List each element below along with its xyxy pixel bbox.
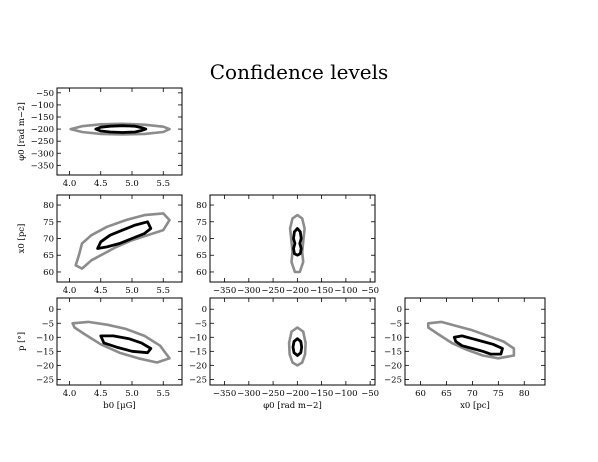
axes-frame <box>56 297 183 386</box>
x-tick-label: 4.5 <box>94 286 108 296</box>
x-tick-label: 5.0 <box>125 389 139 399</box>
axes-frame <box>404 297 546 386</box>
x-tick-label: −350 <box>213 286 236 296</box>
x-tick-label: 5.5 <box>156 389 170 399</box>
x-tick-label: −150 <box>310 389 333 399</box>
y-tick-label: 0 <box>397 305 402 315</box>
x-tick-label: 5.0 <box>125 286 139 296</box>
x-axis-label: x0 [pc] <box>460 401 490 411</box>
y-tick-label: −15 <box>36 347 54 357</box>
panel-phi0-x0: −350 −300 −250 −200 −150 −100 −50 60 65 70 75 80 <box>196 194 379 296</box>
y-tick-label: 65 <box>43 251 54 261</box>
axes-frame <box>209 297 376 386</box>
y-tick-label: 60 <box>43 268 54 278</box>
y-tick-label: −25 <box>384 375 402 385</box>
y-tick-label: −5 <box>41 319 54 329</box>
contour-inner <box>291 337 304 357</box>
y-tick-label: −150 <box>31 113 54 123</box>
y-tick-label: −10 <box>189 333 207 343</box>
y-axis-label: φ0 [rad m−2] <box>17 102 27 161</box>
x-tick-label: 4.5 <box>94 389 108 399</box>
y-tick-label: 60 <box>196 268 207 278</box>
x-axis-label: b0 [μG] <box>103 401 136 411</box>
x-tick-label: 5.5 <box>156 179 170 189</box>
panel-b0-phi0: 4.0 4.5 5.0 5.5 −50 −100 −150 −200 −250 −300 −350 φ… <box>17 87 183 189</box>
contour-inner <box>292 227 303 257</box>
y-axis-label: p [°] <box>17 332 27 351</box>
contour-outer <box>287 326 307 367</box>
y-tick-label: −50 <box>36 89 54 99</box>
x-tick-label: −250 <box>261 389 284 399</box>
figure-title: Confidence levels <box>210 60 389 84</box>
x-tick-label: 70 <box>467 389 478 399</box>
y-tick-label: 75 <box>196 218 207 228</box>
y-tick-label: −5 <box>194 319 207 329</box>
x-tick-label: 4.0 <box>63 389 77 399</box>
x-tick-label: 65 <box>441 389 452 399</box>
x-tick-label: −50 <box>361 286 379 296</box>
y-axis-label: x0 [pc] <box>17 224 27 254</box>
contour-outer <box>71 320 171 364</box>
axes-frame <box>56 87 183 176</box>
y-tick-label: −10 <box>36 333 54 343</box>
y-tick-label: −5 <box>389 319 402 329</box>
y-tick-label: 0 <box>49 305 54 315</box>
y-tick-label: −250 <box>31 137 54 147</box>
y-tick-label: −10 <box>384 333 402 343</box>
contour-inner <box>94 124 148 134</box>
x-tick-label: 4.0 <box>63 286 77 296</box>
y-tick-label: −25 <box>189 375 207 385</box>
x-tick-label: −300 <box>237 389 260 399</box>
y-tick-label: −350 <box>31 161 54 171</box>
y-tick-label: −20 <box>189 361 207 371</box>
contour-outer <box>69 122 171 136</box>
y-tick-label: 75 <box>43 218 54 228</box>
contour-outer <box>74 212 171 270</box>
x-tick-label: −250 <box>261 286 284 296</box>
y-tick-label: −200 <box>31 125 54 135</box>
x-tick-label: −350 <box>213 389 236 399</box>
y-tick-label: 70 <box>196 235 207 245</box>
x-tick-label: 60 <box>415 389 426 399</box>
x-tick-label: −200 <box>286 286 309 296</box>
panel-b0-p: 4.0 4.5 5.0 5.5 0 −5 −10 −15 −20 −25 b0 [μG] p [°] <box>17 297 183 411</box>
x-tick-label: 75 <box>493 389 504 399</box>
x-tick-label: 5.0 <box>125 179 139 189</box>
y-tick-label: 80 <box>43 201 54 211</box>
x-tick-label: −200 <box>286 389 309 399</box>
x-tick-label: −150 <box>310 286 333 296</box>
y-tick-label: 65 <box>196 251 207 261</box>
contour-inner <box>452 334 504 356</box>
axes-frame <box>56 194 183 283</box>
x-tick-label: −300 <box>237 286 260 296</box>
panel-phi0-p: −350 −300 −250 −200 −150 −100 −50 0 −5 −10 −15 −20 −… <box>189 297 379 411</box>
panel-b0-x0: 4.0 4.5 5.0 5.5 60 65 70 75 80 x0 [pc] <box>17 194 183 296</box>
x-tick-label: −50 <box>361 389 379 399</box>
contour-inner <box>96 220 153 250</box>
x-axis-label: φ0 [rad m−2] <box>263 401 322 411</box>
contour-inner <box>99 334 153 355</box>
panel-x0-p: 60 65 70 75 80 0 −5 −10 −15 −20 −25 x0 [pc] <box>384 297 546 411</box>
x-tick-label: −100 <box>334 389 357 399</box>
x-tick-label: 80 <box>519 389 530 399</box>
y-tick-label: −20 <box>384 361 402 371</box>
y-tick-label: −20 <box>36 361 54 371</box>
x-tick-label: −100 <box>334 286 357 296</box>
x-tick-label: 4.0 <box>63 179 77 189</box>
x-tick-label: 5.5 <box>156 286 170 296</box>
y-tick-label: −25 <box>36 375 54 385</box>
y-tick-label: −100 <box>31 101 54 111</box>
y-tick-label: 0 <box>202 305 207 315</box>
contour-outer <box>288 213 306 274</box>
y-tick-label: 80 <box>196 201 207 211</box>
y-tick-label: −15 <box>384 347 402 357</box>
y-tick-label: −15 <box>189 347 207 357</box>
y-tick-label: −300 <box>31 149 54 159</box>
x-tick-label: 4.5 <box>94 179 108 189</box>
y-tick-label: 70 <box>43 235 54 245</box>
contour-outer <box>426 320 516 360</box>
